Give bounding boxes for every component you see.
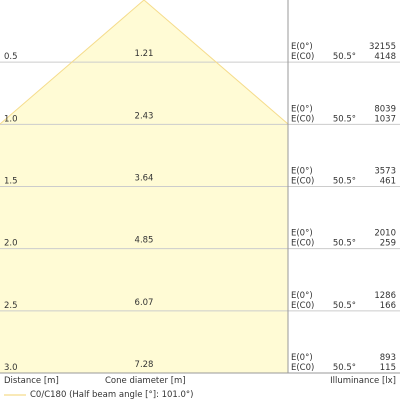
distance-tick-label: 0.5 (4, 52, 18, 62)
cone-diameter-axis-label: Cone diameter [m] (105, 376, 186, 386)
half-beam-angle-label: 50.5° (333, 52, 356, 62)
ec0-value: 166 (380, 301, 396, 311)
ec0-value: 461 (380, 177, 396, 187)
legend-entry-label: C0/C180 (Half beam angle [°]: 101.0°) (30, 390, 194, 400)
ec0-value: 115 (380, 363, 396, 373)
ec0-label: E(C0) (291, 239, 314, 249)
e0-label: E(0°) (291, 229, 313, 239)
half-beam-angle-label: 50.5° (333, 363, 356, 373)
ec0-label: E(C0) (291, 114, 314, 124)
e0-label: E(0°) (291, 42, 313, 52)
e0-label: E(0°) (291, 291, 313, 301)
half-beam-angle-label: 50.5° (333, 177, 356, 187)
cone-edge-line (0, 0, 289, 125)
distance-tick-label: 2.0 (4, 239, 18, 249)
ec0-label: E(C0) (291, 177, 314, 187)
half-beam-angle-label: 50.5° (333, 301, 356, 311)
cone-diameter-label: 6.07 (135, 298, 154, 308)
distance-tick-label: 2.5 (4, 301, 18, 311)
e0-label: E(0°) (291, 104, 313, 114)
ec0-value: 1037 (374, 114, 396, 124)
e0-label: E(0°) (291, 353, 313, 363)
cone-diameter-label: 7.28 (135, 360, 154, 370)
distance-tick-label: 3.0 (4, 363, 18, 373)
e0-value: 893 (380, 353, 396, 363)
ec0-label: E(C0) (291, 301, 314, 311)
cone-diameter-label: 3.64 (135, 174, 154, 184)
half-beam-angle-label: 50.5° (333, 239, 356, 249)
ec0-label: E(C0) (291, 52, 314, 62)
distance-tick-label: 1.0 (4, 114, 18, 124)
ec0-value: 259 (380, 239, 396, 249)
e0-value: 32155 (369, 42, 396, 52)
illuminance-axis-label: Illuminance [lx] (330, 376, 396, 386)
ec0-value: 4148 (374, 52, 396, 62)
distance-tick-label: 1.5 (4, 177, 18, 187)
ec0-label: E(C0) (291, 363, 314, 373)
cone-diameter-label: 2.43 (135, 111, 154, 121)
e0-label: E(0°) (291, 167, 313, 177)
half-beam-angle-label: 50.5° (333, 114, 356, 124)
cone-diameter-label: 4.85 (135, 236, 154, 246)
e0-value: 1286 (374, 291, 396, 301)
e0-value: 8039 (374, 104, 396, 114)
distance-axis-label: Distance [m] (4, 376, 59, 386)
e0-value: 2010 (374, 229, 396, 239)
cone-diameter-label: 1.21 (135, 49, 154, 59)
e0-value: 3573 (374, 167, 396, 177)
